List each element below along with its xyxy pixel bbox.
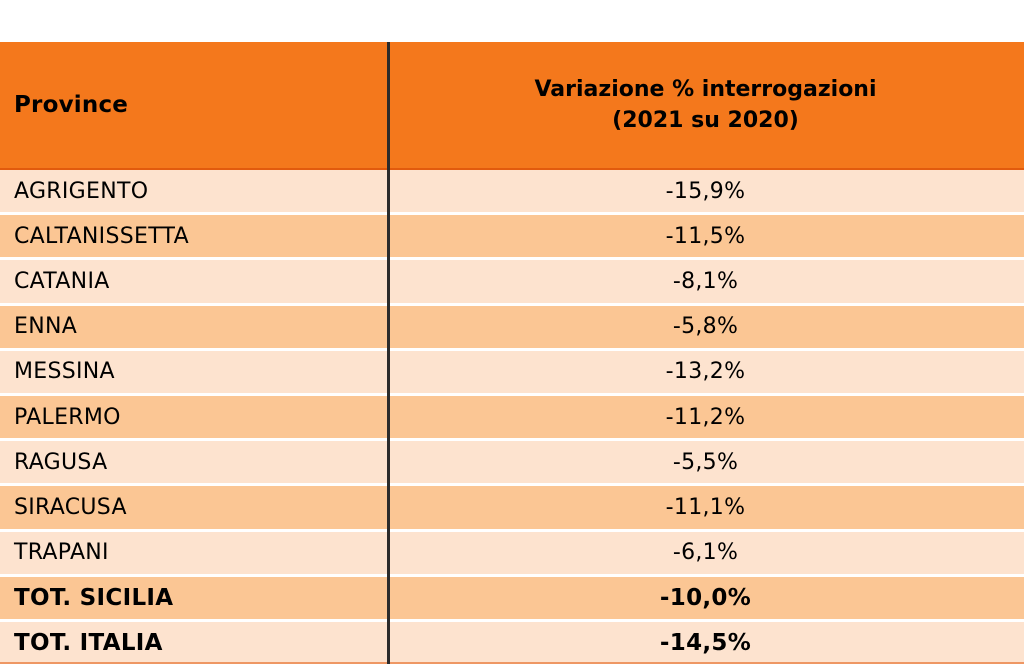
column-divider-line [387,42,390,664]
province-cell: TRAPANI [14,540,109,566]
province-cell: RAGUSA [14,449,108,475]
value-cell: -11,5% [665,223,746,249]
table-row: CALTANISSETTA -11,5% [0,215,1024,258]
table-row: SIRACUSA -11,1% [0,486,1024,529]
header-cell-variation: Variazione % interrogazioni (2021 su 202… [387,42,1024,168]
province-cell: TOT. ITALIA [14,629,163,656]
value-cell: -11,1% [665,494,746,520]
table-row: TOT. SICILIA -10,0% [0,576,1024,619]
province-cell: CATANIA [14,268,110,294]
table-row: RAGUSA -5,5% [0,441,1024,484]
value-cell: -11,2% [665,404,746,430]
province-cell: SIRACUSA [14,494,127,520]
header-label-province: Province [14,92,129,118]
table-row: AGRIGENTO -15,9% [0,170,1024,213]
value-cell: -13,2% [665,359,746,385]
province-cell: PALERMO [14,404,121,430]
header-label-variation-line1: Variazione % interrogazioni [534,77,877,102]
table-row: CATANIA -8,1% [0,260,1024,303]
value-cell: -14,5% [659,629,752,656]
value-cell: -15,9% [665,178,746,204]
value-cell: -5,8% [672,314,739,340]
table-row: ENNA -5,8% [0,305,1024,348]
provinces-table: Province Variazione % interrogazioni (20… [0,42,1024,664]
table-row: TRAPANI -6,1% [0,531,1024,574]
province-cell: CALTANISSETTA [14,223,189,249]
value-cell: -8,1% [672,268,739,294]
province-cell: MESSINA [14,359,115,385]
header-cell-province: Province [0,42,387,168]
header-label-variation-line2: (2021 su 2020) [612,108,799,133]
province-cell: TOT. SICILIA [14,584,174,611]
table-bottom-border [0,662,1024,664]
table-header-row: Province Variazione % interrogazioni (20… [0,42,1024,170]
table-row: MESSINA -13,2% [0,350,1024,393]
value-cell: -10,0% [659,584,752,611]
value-cell: -5,5% [672,449,739,475]
table-row: TOT. ITALIA -14,5% [0,621,1024,664]
value-cell: -6,1% [672,540,739,566]
table-row: PALERMO -11,2% [0,395,1024,439]
province-cell: ENNA [14,314,78,340]
table-body: AGRIGENTO -15,9% CALTANISSETTA -11,5% CATANI… [0,170,1024,664]
province-cell: AGRIGENTO [14,178,149,204]
